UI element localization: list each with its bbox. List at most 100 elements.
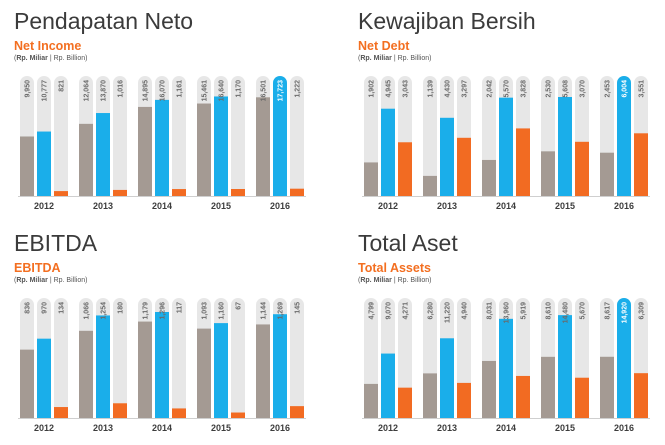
- bar-secondary-2014: [172, 408, 186, 418]
- value-label: 15,461: [202, 80, 209, 102]
- net-income-chart: 9,950 10,777 821 2012 12,064 13,870 1,016 2013 1…: [18, 76, 306, 211]
- bar-track: [231, 298, 245, 418]
- value-label: 134: [59, 302, 66, 314]
- bar-base-2016: [617, 411, 631, 418]
- bar-highlight-2012: [381, 108, 395, 196]
- value-label: 14,920: [622, 302, 629, 324]
- bar-primary-2014: [482, 159, 496, 196]
- bar-highlight-2012: [381, 353, 395, 418]
- bar-highlight-2013: [96, 113, 110, 196]
- bar-track: [113, 298, 127, 418]
- category-label-2014: 2014: [496, 423, 516, 433]
- category-label-2012: 2012: [34, 201, 54, 211]
- bar-highlight-2015: [558, 96, 572, 196]
- value-label: 5,570: [504, 80, 511, 98]
- value-label: 12,064: [84, 80, 91, 102]
- bar-highlight-2015: [558, 315, 572, 418]
- chart-title: Kewajiban Bersih: [358, 8, 536, 34]
- bar-highlight-2016: [617, 298, 631, 418]
- bar-highlight-2014: [499, 97, 513, 196]
- bar-primary-2015: [541, 151, 555, 196]
- bar-secondary-2016: [634, 133, 648, 196]
- bar-primary-2015: [197, 103, 211, 196]
- bar-primary-2014: [138, 321, 152, 418]
- bar-highlight-2015: [214, 323, 228, 418]
- bar-highlight-2016: [273, 314, 287, 418]
- value-label: 3,043: [403, 80, 410, 98]
- category-label-2012: 2012: [378, 423, 398, 433]
- unit-local: Rp. Miliar: [16, 55, 48, 62]
- unit-label: (Rp. Miliar | Rp. Billion): [14, 55, 88, 62]
- value-label: 3,297: [462, 80, 469, 98]
- chart-subtitle: Total Assets: [358, 261, 431, 275]
- unit-english: Rp. Billion: [397, 277, 430, 284]
- value-label: 1,254: [101, 302, 108, 320]
- value-label: 145: [295, 302, 302, 314]
- value-label: 14,480: [563, 302, 570, 324]
- bar-base-2016: [617, 189, 631, 196]
- category-label-2014: 2014: [152, 423, 172, 433]
- value-label: 14,895: [143, 80, 150, 102]
- bar-primary-2016: [256, 97, 270, 196]
- value-label: 9,070: [386, 302, 393, 320]
- bar-secondary-2016: [290, 188, 304, 196]
- bar-highlight-2015: [214, 96, 228, 196]
- value-label: 970: [42, 302, 49, 314]
- bar-secondary-2012: [398, 142, 412, 196]
- value-label: 117: [177, 302, 184, 313]
- unit-separator: |: [393, 55, 396, 62]
- value-label: 5,608: [563, 80, 570, 98]
- category-label-2014: 2014: [496, 201, 516, 211]
- value-label: 67: [236, 302, 243, 310]
- bar-secondary-2016: [290, 406, 304, 418]
- unit-separator: |: [49, 55, 52, 62]
- bar-highlight-2014: [155, 312, 169, 418]
- unit-local: Rp. Miliar: [16, 277, 48, 284]
- value-label: 821: [59, 80, 66, 92]
- category-label-2013: 2013: [93, 423, 113, 433]
- value-label: 1,179: [143, 302, 150, 320]
- value-label: 4,940: [462, 302, 469, 320]
- value-label: 3,551: [639, 80, 646, 98]
- value-label: 8,610: [546, 302, 553, 320]
- bar-primary-2012: [364, 383, 378, 418]
- value-label: 4,945: [386, 80, 393, 98]
- category-label-2016: 2016: [614, 423, 634, 433]
- unit-label: (Rp. Miliar | Rp. Billion): [358, 55, 432, 62]
- unit-english: Rp. Billion: [53, 55, 86, 62]
- bar-secondary-2016: [634, 373, 648, 418]
- category-label-2012: 2012: [34, 423, 54, 433]
- value-label: 3,828: [521, 80, 528, 98]
- bar-base-2016: [273, 189, 287, 196]
- bar-primary-2012: [364, 162, 378, 196]
- chart-subtitle: Net Income: [14, 39, 82, 53]
- ebitda-panel: EBITDA EBITDA (Rp. Miliar | Rp. Billion)…: [14, 230, 319, 445]
- bar-track: [54, 298, 68, 418]
- value-label: 6,309: [639, 302, 646, 320]
- value-label: 16,070: [160, 80, 167, 102]
- bar-primary-2012: [20, 349, 34, 418]
- bar-secondary-2014: [172, 189, 186, 196]
- bar-primary-2015: [197, 328, 211, 418]
- bar-highlight-2012: [37, 131, 51, 196]
- category-label-2016: 2016: [270, 423, 290, 433]
- bar-secondary-2012: [54, 407, 68, 418]
- bar-secondary-2015: [575, 141, 589, 196]
- bar-highlight-2012: [37, 338, 51, 418]
- value-label: 836: [25, 302, 32, 314]
- value-label: 10,777: [42, 80, 49, 102]
- value-label: 4,430: [445, 80, 452, 98]
- bar-highlight-2016: [617, 76, 631, 196]
- bar-primary-2016: [600, 356, 614, 418]
- value-label: 1,170: [236, 80, 243, 98]
- value-label: 1,269: [278, 302, 285, 320]
- value-label: 11,220: [445, 302, 452, 323]
- bar-primary-2012: [20, 136, 34, 196]
- value-label: 1,296: [160, 302, 167, 320]
- value-label: 8,617: [605, 302, 612, 320]
- bar-highlight-2016: [273, 76, 287, 196]
- unit-label: (Rp. Miliar | Rp. Billion): [358, 277, 432, 284]
- value-label: 1,093: [202, 302, 209, 320]
- value-label: 13,870: [101, 80, 108, 102]
- net-debt-chart: 1,902 4,945 3,043 2012 1,139 4,430 3,297 2013 2,…: [362, 76, 650, 211]
